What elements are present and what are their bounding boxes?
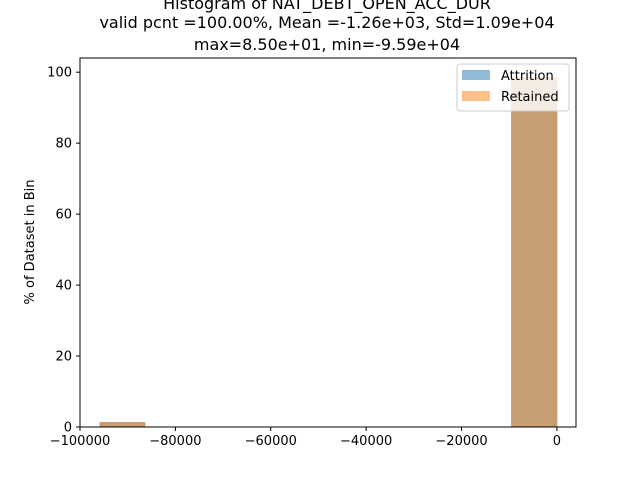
y-tick-label: 80 [55, 137, 72, 152]
y-tick-label: 60 [55, 208, 72, 223]
x-tick-label: −40000 [340, 434, 392, 449]
y-tick-label: 40 [55, 279, 72, 294]
bar-retained-1 [511, 77, 558, 428]
legend-swatch-attrition [462, 70, 490, 80]
title-line-2: valid pcnt =100.00%, Mean =-1.26e+03, St… [99, 13, 554, 32]
y-tick-label: 0 [64, 421, 72, 436]
legend-swatch-retained [462, 91, 490, 101]
y-axis: 0 20 40 60 80 100 [47, 66, 80, 436]
x-tick-label: −60000 [245, 434, 297, 449]
chart-title: Histogram of NAT_DEBT_OPEN_ACC_DUR valid… [99, 0, 554, 54]
y-tick-label: 20 [55, 350, 72, 365]
bar-retained-0 [99, 422, 146, 427]
plot-area-frame [79, 57, 577, 428]
legend-label-retained: Retained [501, 90, 559, 105]
y-axis-label: % of Dataset in Bin [23, 180, 38, 305]
x-tick-label: −100000 [50, 434, 111, 449]
legend: Attrition Retained [456, 63, 570, 112]
bars-layer [99, 77, 558, 428]
x-tick-label: −80000 [149, 434, 201, 449]
x-axis: −100000 −80000 −60000 −40000 −20000 0 [50, 427, 561, 449]
legend-label-attrition: Attrition [501, 69, 554, 84]
y-tick-label: 100 [47, 66, 72, 81]
x-tick-label: −20000 [435, 434, 487, 449]
title-line-1: Histogram of NAT_DEBT_OPEN_ACC_DUR [163, 0, 491, 14]
x-tick-label: 0 [553, 434, 561, 449]
title-line-3: max=8.50e+01, min=-9.59e+04 [194, 35, 460, 54]
